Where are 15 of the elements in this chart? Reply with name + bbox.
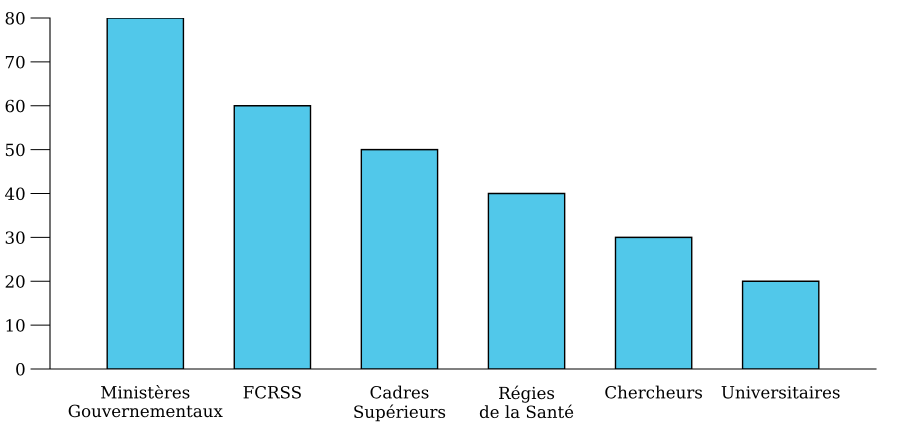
y-tick-label: 0 bbox=[16, 362, 25, 376]
y-tick-label: 40 bbox=[5, 187, 25, 200]
y-tick-label: 50 bbox=[6, 144, 25, 156]
x-tick-label: FCRSS bbox=[244, 386, 301, 399]
y-tick-label: 30 bbox=[6, 231, 25, 244]
y-tick-label: 70 bbox=[6, 56, 25, 68]
x-tick-label: Cadres Supérieurs bbox=[354, 386, 446, 422]
x-tick-label: Universitaires bbox=[722, 386, 840, 399]
y-tick-label: 10 bbox=[6, 319, 25, 332]
y-tick-label: 20 bbox=[6, 275, 25, 288]
y-tick-label: 80 bbox=[6, 12, 25, 25]
x-tick-label: Régies de la Santé bbox=[480, 386, 574, 418]
y-tick-label: 60 bbox=[6, 100, 25, 112]
x-tick-label: Ministères Gouvernementaux bbox=[68, 385, 223, 418]
x-tick-label: Chercheurs bbox=[605, 386, 702, 399]
